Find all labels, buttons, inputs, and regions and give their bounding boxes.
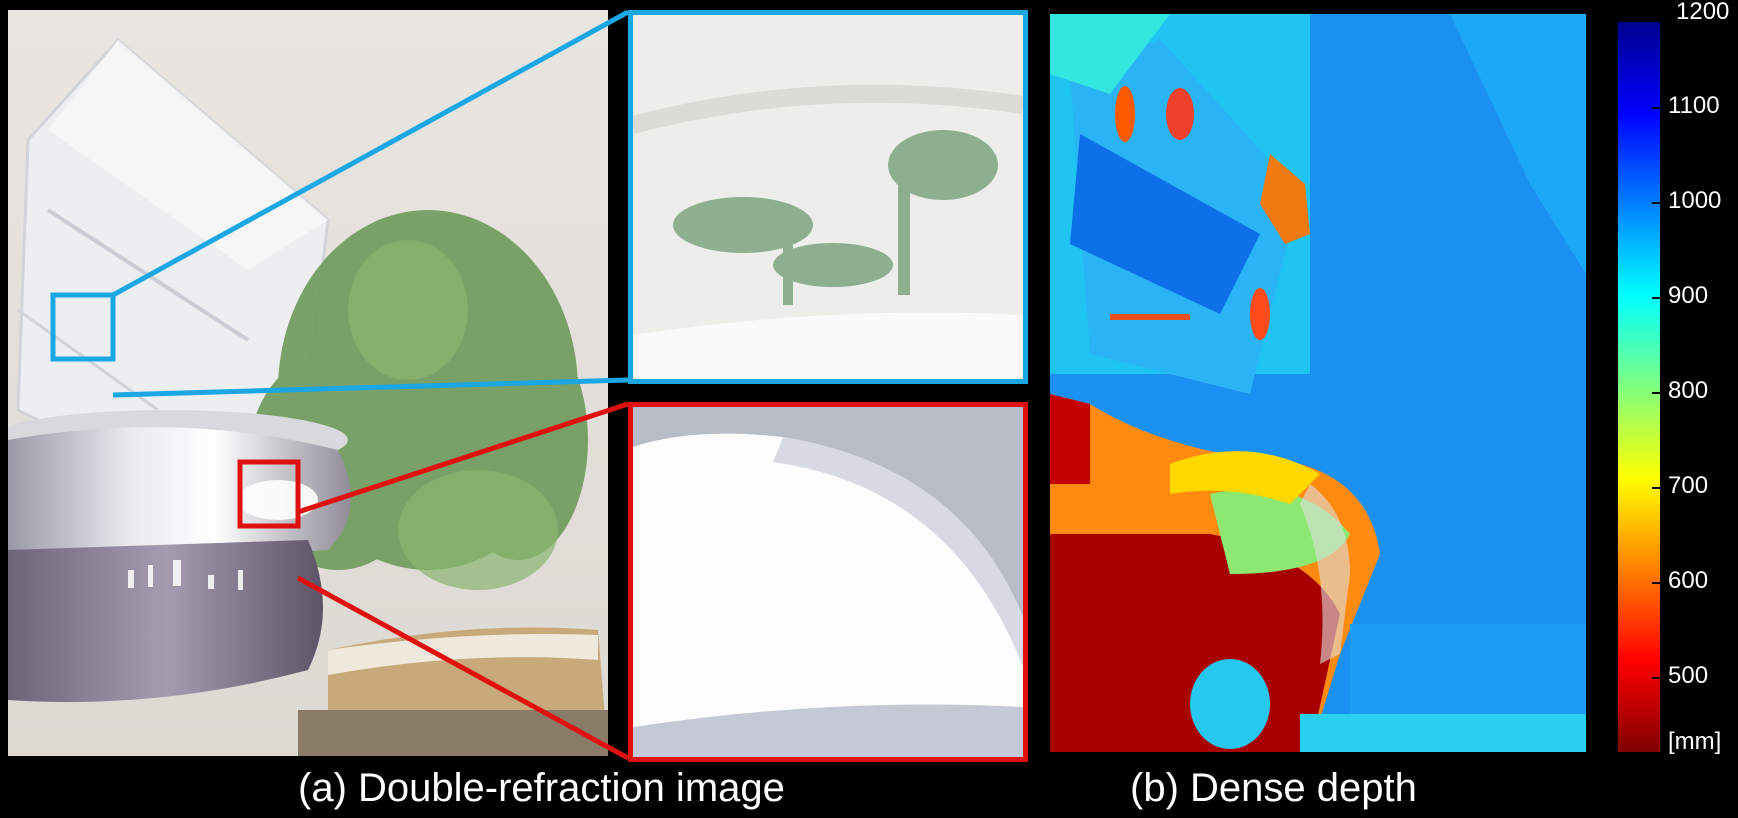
- colorbar-tick-label: 800: [1668, 377, 1709, 404]
- zoom-region-top-marker: [50, 292, 116, 362]
- colorbar-tick-label: 600: [1668, 567, 1709, 594]
- colorbar-tick-label: 1000: [1668, 187, 1722, 214]
- double-refraction-photo: [8, 10, 608, 756]
- colorbar-unit-label: [mm]: [1668, 728, 1722, 755]
- colorbar-tick-label: 1100: [1668, 92, 1720, 119]
- depth-colorbar: [1618, 22, 1660, 752]
- caption-right-panel: (b) Dense depth: [1130, 766, 1417, 810]
- colorbar-tick-label: 700: [1668, 472, 1709, 499]
- dense-depth-map: [1050, 14, 1586, 752]
- caption-left-panel: (a) Double-refraction image: [298, 766, 785, 810]
- colorbar-tick-label: 1200: [1676, 0, 1730, 25]
- colorbar-tick-label: 500: [1668, 662, 1709, 689]
- zoom-inset-bottom: [628, 402, 1028, 762]
- colorbar-tick-label: 900: [1668, 282, 1709, 309]
- zoom-inset-top: [628, 10, 1028, 384]
